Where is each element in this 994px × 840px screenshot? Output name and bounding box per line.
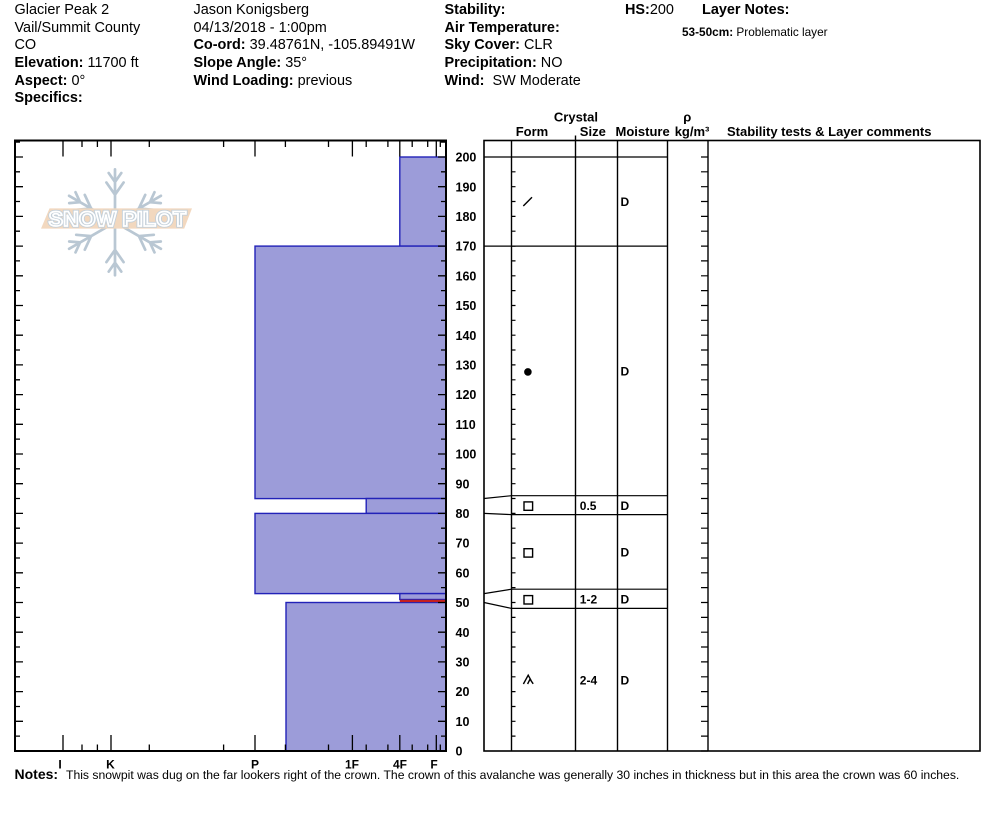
svg-text:200: 200 xyxy=(456,151,477,165)
svg-text:Crystal: Crystal xyxy=(554,110,598,125)
svg-text:160: 160 xyxy=(456,269,477,283)
svg-text:ρ: ρ xyxy=(683,110,691,125)
svg-text:0.5: 0.5 xyxy=(580,499,597,513)
svg-text:kg/m³: kg/m³ xyxy=(675,124,710,139)
svg-text:1F: 1F xyxy=(345,757,359,771)
svg-text:110: 110 xyxy=(456,418,476,432)
svg-text:140: 140 xyxy=(456,329,477,343)
svg-text:D: D xyxy=(621,673,630,687)
svg-text:40: 40 xyxy=(456,626,470,640)
svg-text:180: 180 xyxy=(456,210,477,224)
svg-text:20: 20 xyxy=(456,685,470,699)
svg-text:80: 80 xyxy=(456,507,470,521)
svg-text:SNOW PILOT: SNOW PILOT xyxy=(49,208,187,231)
svg-text:Size: Size xyxy=(580,124,606,139)
svg-text:D: D xyxy=(621,593,630,607)
svg-text:120: 120 xyxy=(456,388,477,402)
svg-text:SNOW PILOT: SNOW PILOT xyxy=(49,208,187,231)
svg-text:60: 60 xyxy=(456,566,470,580)
svg-text:2-4: 2-4 xyxy=(580,673,598,687)
svg-text:30: 30 xyxy=(456,656,470,670)
svg-text:I: I xyxy=(58,757,61,771)
svg-text:F: F xyxy=(430,757,437,771)
svg-text:K: K xyxy=(106,757,115,771)
svg-text:170: 170 xyxy=(456,240,477,254)
svg-text:Stability tests & Layer commen: Stability tests & Layer comments xyxy=(727,124,931,139)
svg-text:P: P xyxy=(251,757,259,771)
svg-text:150: 150 xyxy=(456,299,477,313)
svg-text:130: 130 xyxy=(456,359,477,373)
svg-text:D: D xyxy=(621,499,630,513)
svg-text:4F: 4F xyxy=(393,757,407,771)
svg-text:D: D xyxy=(621,195,630,209)
svg-text:70: 70 xyxy=(456,537,470,551)
svg-text:50: 50 xyxy=(456,596,470,610)
svg-text:0: 0 xyxy=(456,745,463,759)
svg-text:100: 100 xyxy=(456,448,477,462)
svg-text:D: D xyxy=(621,546,630,560)
svg-text:1-2: 1-2 xyxy=(580,593,598,607)
svg-text:190: 190 xyxy=(456,180,477,194)
svg-text:90: 90 xyxy=(456,477,470,491)
svg-text:Moisture: Moisture xyxy=(616,124,670,139)
svg-text:Form: Form xyxy=(516,124,549,139)
svg-text:10: 10 xyxy=(456,715,470,729)
svg-text:D: D xyxy=(621,365,630,379)
